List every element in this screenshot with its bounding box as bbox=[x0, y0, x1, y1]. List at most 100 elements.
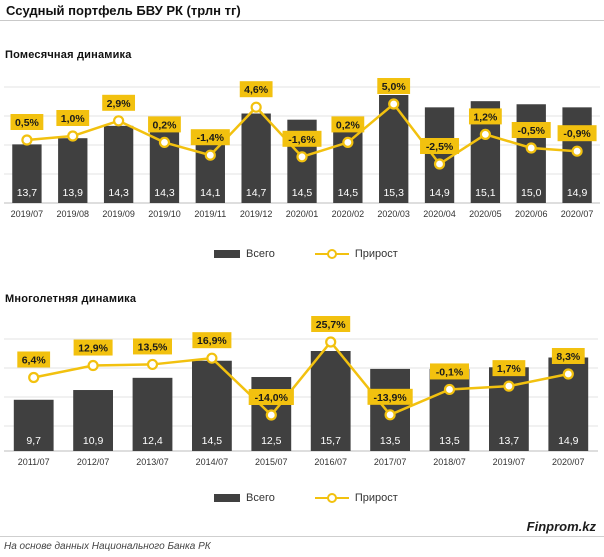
multiyear-chart-title: Многолетняя динамика bbox=[5, 293, 137, 305]
bar-value-label: 13,7 bbox=[499, 435, 520, 447]
growth-value-label: 2,9% bbox=[107, 98, 132, 110]
x-tick-label: 2015/07 bbox=[255, 457, 288, 467]
growth-label-box bbox=[239, 81, 273, 98]
source-note: На основе данных Национального Банка РК bbox=[4, 541, 211, 552]
bar-value-label: 14,1 bbox=[200, 187, 221, 199]
legend-label-total: Всего bbox=[246, 248, 275, 260]
growth-label-box bbox=[192, 332, 232, 349]
growth-label-box bbox=[430, 363, 469, 380]
x-tick-label: 2020/05 bbox=[469, 209, 502, 219]
multiyear-chart: 9,7 2011/07 10,9 2012/07 12,4 2013/07 14,5 2014… bbox=[4, 316, 598, 467]
growth-value-label: -1,6% bbox=[288, 134, 316, 146]
growth-point bbox=[562, 368, 574, 380]
growth-point bbox=[158, 136, 171, 148]
x-tick-label: 2019/07 bbox=[493, 457, 526, 467]
growth-value-label: -0,5% bbox=[518, 125, 546, 137]
growth-value-label: 1,2% bbox=[473, 111, 498, 123]
x-tick-label: 2020/02 bbox=[332, 209, 365, 219]
growth-point bbox=[384, 409, 396, 421]
growth-value-label: 0,5% bbox=[15, 117, 40, 129]
legend-swatch-bar bbox=[214, 494, 240, 502]
growth-point bbox=[28, 371, 40, 384]
growth-label-box bbox=[10, 114, 44, 130]
bar-value-label: 12,5 bbox=[261, 435, 282, 447]
growth-point bbox=[146, 358, 159, 371]
bar-value-label: 13,9 bbox=[63, 187, 84, 199]
bar bbox=[424, 107, 455, 203]
growth-value-label: 6,4% bbox=[22, 354, 47, 366]
x-tick-label: 2019/09 bbox=[102, 209, 135, 219]
monthly-legend: Всего Прирост bbox=[214, 248, 438, 260]
legend-item-total: Всего bbox=[214, 492, 275, 504]
bar-value-label: 14,5 bbox=[202, 435, 223, 447]
bar bbox=[12, 144, 42, 203]
growth-label-box bbox=[557, 125, 597, 142]
brand-logo-text[interactable]: Finprom.kz bbox=[526, 519, 596, 534]
growth-label-box bbox=[420, 138, 460, 154]
x-tick-label: 2020/07 bbox=[552, 457, 585, 467]
x-tick-label: 2020/03 bbox=[377, 209, 410, 219]
growth-value-label: 4,6% bbox=[244, 84, 269, 96]
legend-item-growth: Прирост bbox=[314, 492, 398, 504]
x-tick-label: 2012/07 bbox=[77, 457, 110, 467]
bar bbox=[429, 368, 470, 451]
bar-value-label: 15,0 bbox=[521, 187, 542, 199]
bar bbox=[310, 351, 351, 451]
growth-label-box bbox=[511, 122, 551, 138]
growth-value-label: 13,5% bbox=[138, 341, 168, 353]
monthly-chart-title: Помесячная динамика bbox=[5, 49, 132, 61]
legend-item-total: Всего bbox=[214, 248, 275, 260]
x-tick-label: 2011/07 bbox=[18, 457, 50, 467]
x-tick-label: 2020/07 bbox=[561, 209, 594, 219]
bar-value-label: 14,9 bbox=[567, 187, 588, 199]
multiyear-legend: Всего Прирост bbox=[214, 492, 438, 504]
growth-label-box bbox=[56, 110, 90, 126]
growth-value-label: -14,0% bbox=[255, 392, 289, 404]
growth-point bbox=[204, 149, 216, 161]
legend-item-growth: Прирост bbox=[314, 248, 398, 260]
growth-point bbox=[325, 336, 337, 348]
x-tick-label: 2019/10 bbox=[148, 209, 181, 219]
growth-label-box bbox=[468, 108, 502, 125]
bar-value-label: 10,9 bbox=[83, 435, 104, 447]
bar bbox=[73, 390, 113, 451]
growth-label-box bbox=[248, 389, 294, 405]
x-tick-label: 2020/01 bbox=[286, 209, 319, 219]
legend-label-growth: Прирост bbox=[354, 248, 398, 260]
x-tick-label: 2019/12 bbox=[240, 209, 273, 219]
footer-divider bbox=[0, 536, 604, 537]
bar-value-label: 13,7 bbox=[17, 187, 38, 199]
legend-label-total: Всего bbox=[246, 492, 275, 504]
growth-point bbox=[503, 380, 515, 392]
bar-value-label: 14,3 bbox=[154, 187, 175, 199]
growth-point bbox=[571, 145, 583, 157]
growth-point bbox=[67, 130, 79, 142]
growth-value-label: 16,9% bbox=[197, 335, 227, 347]
growth-point bbox=[113, 115, 125, 127]
legend-swatch-bar bbox=[214, 250, 240, 258]
bar-value-label: 14,5 bbox=[338, 187, 359, 199]
growth-point bbox=[433, 158, 446, 170]
growth-value-label: 25,7% bbox=[316, 319, 346, 331]
growth-value-label: -2,5% bbox=[426, 141, 454, 153]
growth-point bbox=[342, 136, 354, 148]
growth-label-box bbox=[282, 130, 322, 147]
growth-point bbox=[388, 98, 400, 110]
growth-value-label: -0,1% bbox=[436, 366, 464, 378]
bar-value-label: 13,5 bbox=[380, 435, 401, 447]
growth-label-box bbox=[492, 360, 526, 377]
growth-label-box bbox=[551, 347, 585, 364]
bar bbox=[192, 360, 232, 451]
x-tick-label: 2018/07 bbox=[433, 457, 466, 467]
growth-point bbox=[479, 128, 491, 140]
bar bbox=[241, 113, 271, 203]
growth-value-label: 12,9% bbox=[78, 343, 108, 355]
bar-value-label: 14,3 bbox=[108, 187, 129, 199]
bar-value-label: 12,4 bbox=[142, 435, 163, 447]
bar-value-label: 15,1 bbox=[475, 187, 496, 199]
growth-label-box bbox=[148, 116, 181, 133]
growth-label-box bbox=[17, 351, 51, 368]
growth-value-label: -0,9% bbox=[563, 128, 591, 140]
growth-label-box bbox=[311, 316, 351, 332]
growth-value-label: 8,3% bbox=[556, 351, 581, 363]
